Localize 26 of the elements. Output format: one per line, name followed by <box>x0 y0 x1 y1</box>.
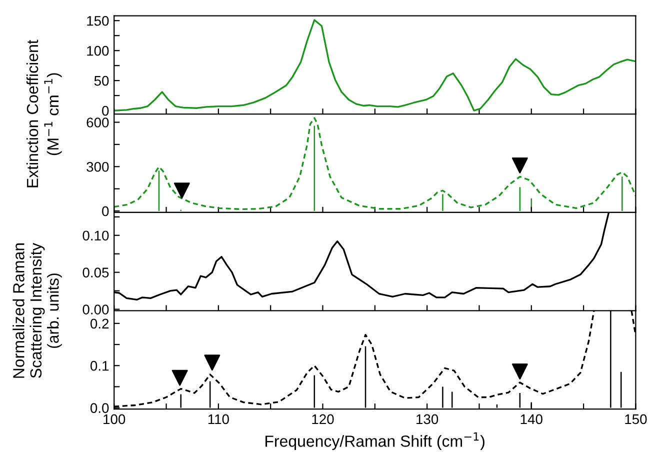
y-tick-label: 600 <box>86 118 109 128</box>
y-tick-label: 0.00 <box>82 304 109 314</box>
y-tick-label: 0.2 <box>90 318 109 329</box>
x-tick-label: 140 <box>520 414 542 424</box>
y-tick-label: 100 <box>87 46 109 56</box>
line-series <box>114 19 636 112</box>
x-axis-title: Frequency/Raman Shift (cm$^{−1}$) <box>266 432 484 450</box>
x-tick-label: 110 <box>208 414 229 424</box>
y-tick-label: 50 <box>94 76 109 86</box>
y-axis-title: Extinction Coefficient (M$^{−1}$ cm$^{−1}$) <box>26 40 62 188</box>
y-axis-title: Normalized Raman Scattering Intensity (arb. units) <box>12 242 62 378</box>
y-tick-label: 0.10 <box>82 230 109 241</box>
y-tick-label: 0.0 <box>90 403 109 413</box>
y-tick-label: 300 <box>86 162 109 172</box>
y-tick-label: 150 <box>87 16 109 26</box>
y-tick-label: 0.1 <box>90 360 109 371</box>
y-tick-label: 0.05 <box>82 268 109 278</box>
x-tick-label: 120 <box>312 414 334 424</box>
x-tick-label: 130 <box>416 414 438 424</box>
y-tick-label: 0 <box>102 206 109 216</box>
point <box>172 370 188 386</box>
x-tick-label: 150 <box>625 414 647 424</box>
line-series <box>114 117 636 210</box>
point <box>204 354 220 371</box>
point <box>512 364 528 380</box>
y-tick-label: 0 <box>102 106 109 116</box>
